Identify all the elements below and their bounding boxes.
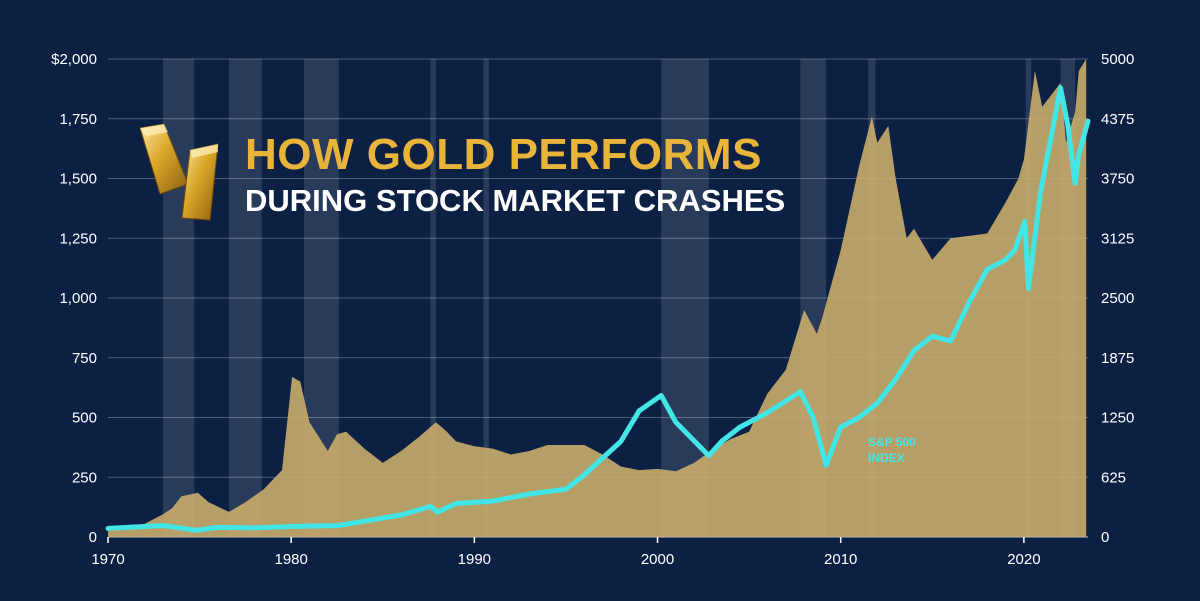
y-left-tick-label: 1,750 bbox=[59, 111, 97, 128]
y-left-tick-label: 1,250 bbox=[59, 230, 97, 247]
x-tick-label: 1980 bbox=[274, 551, 307, 568]
crash-band bbox=[661, 59, 709, 537]
y-right-tick-label: 3750 bbox=[1101, 171, 1134, 188]
x-tick-label: 1990 bbox=[458, 551, 491, 568]
y-left-tick-label: 0 bbox=[89, 529, 97, 546]
y-right-tick-label: 625 bbox=[1101, 469, 1126, 486]
y-left-tick-label: 750 bbox=[72, 350, 97, 367]
y-right-tick-label: 2500 bbox=[1101, 290, 1134, 307]
sp500-line bbox=[105, 85, 1091, 533]
y-right-tick-label: 1250 bbox=[1101, 410, 1134, 427]
y-axis-right: 5000 4375 3750 3125 2500 1875 1250 625 0 bbox=[1101, 51, 1134, 546]
sp500-series-label: S&P 500 INDEX bbox=[868, 435, 916, 465]
y-left-tick-label: 500 bbox=[72, 410, 97, 427]
y-right-tick-label: 5000 bbox=[1101, 51, 1134, 68]
chart-subtitle: DURING STOCK MARKET CRASHES bbox=[245, 183, 786, 218]
y-left-tick-label: 1,000 bbox=[59, 290, 97, 307]
x-tick-label: 1970 bbox=[91, 551, 124, 568]
y-right-tick-label: 3125 bbox=[1101, 230, 1134, 247]
gold-price-area-layer bbox=[108, 59, 1087, 537]
y-left-tick-label: 1,500 bbox=[59, 171, 97, 188]
y-right-tick-label: 4375 bbox=[1101, 111, 1134, 128]
sp500-line-layer bbox=[105, 85, 1091, 533]
crash-band bbox=[228, 59, 262, 537]
gold-price-area bbox=[108, 59, 1087, 537]
x-tick-label: 2010 bbox=[824, 551, 857, 568]
x-tick-label: 2000 bbox=[641, 551, 674, 568]
x-tick-label: 2020 bbox=[1007, 551, 1040, 568]
y-right-tick-label: 1875 bbox=[1101, 350, 1134, 367]
y-axis-left: $2,000 1,750 1,500 1,250 1,000 750 500 250 0 bbox=[51, 51, 97, 546]
crash-band bbox=[483, 59, 490, 537]
y-left-tick-label: $2,000 bbox=[51, 51, 97, 68]
chart-title-block: HOW GOLD PERFORMS DURING STOCK MARKET CR… bbox=[138, 122, 838, 232]
crash-band bbox=[430, 59, 436, 537]
y-right-tick-label: 0 bbox=[1101, 529, 1109, 546]
x-axis: 1970 1980 1990 2000 2010 2020 bbox=[91, 537, 1041, 568]
chart-title: HOW GOLD PERFORMS bbox=[245, 130, 762, 179]
y-left-tick-label: 250 bbox=[72, 469, 97, 486]
gold-bars-icon bbox=[139, 123, 219, 221]
